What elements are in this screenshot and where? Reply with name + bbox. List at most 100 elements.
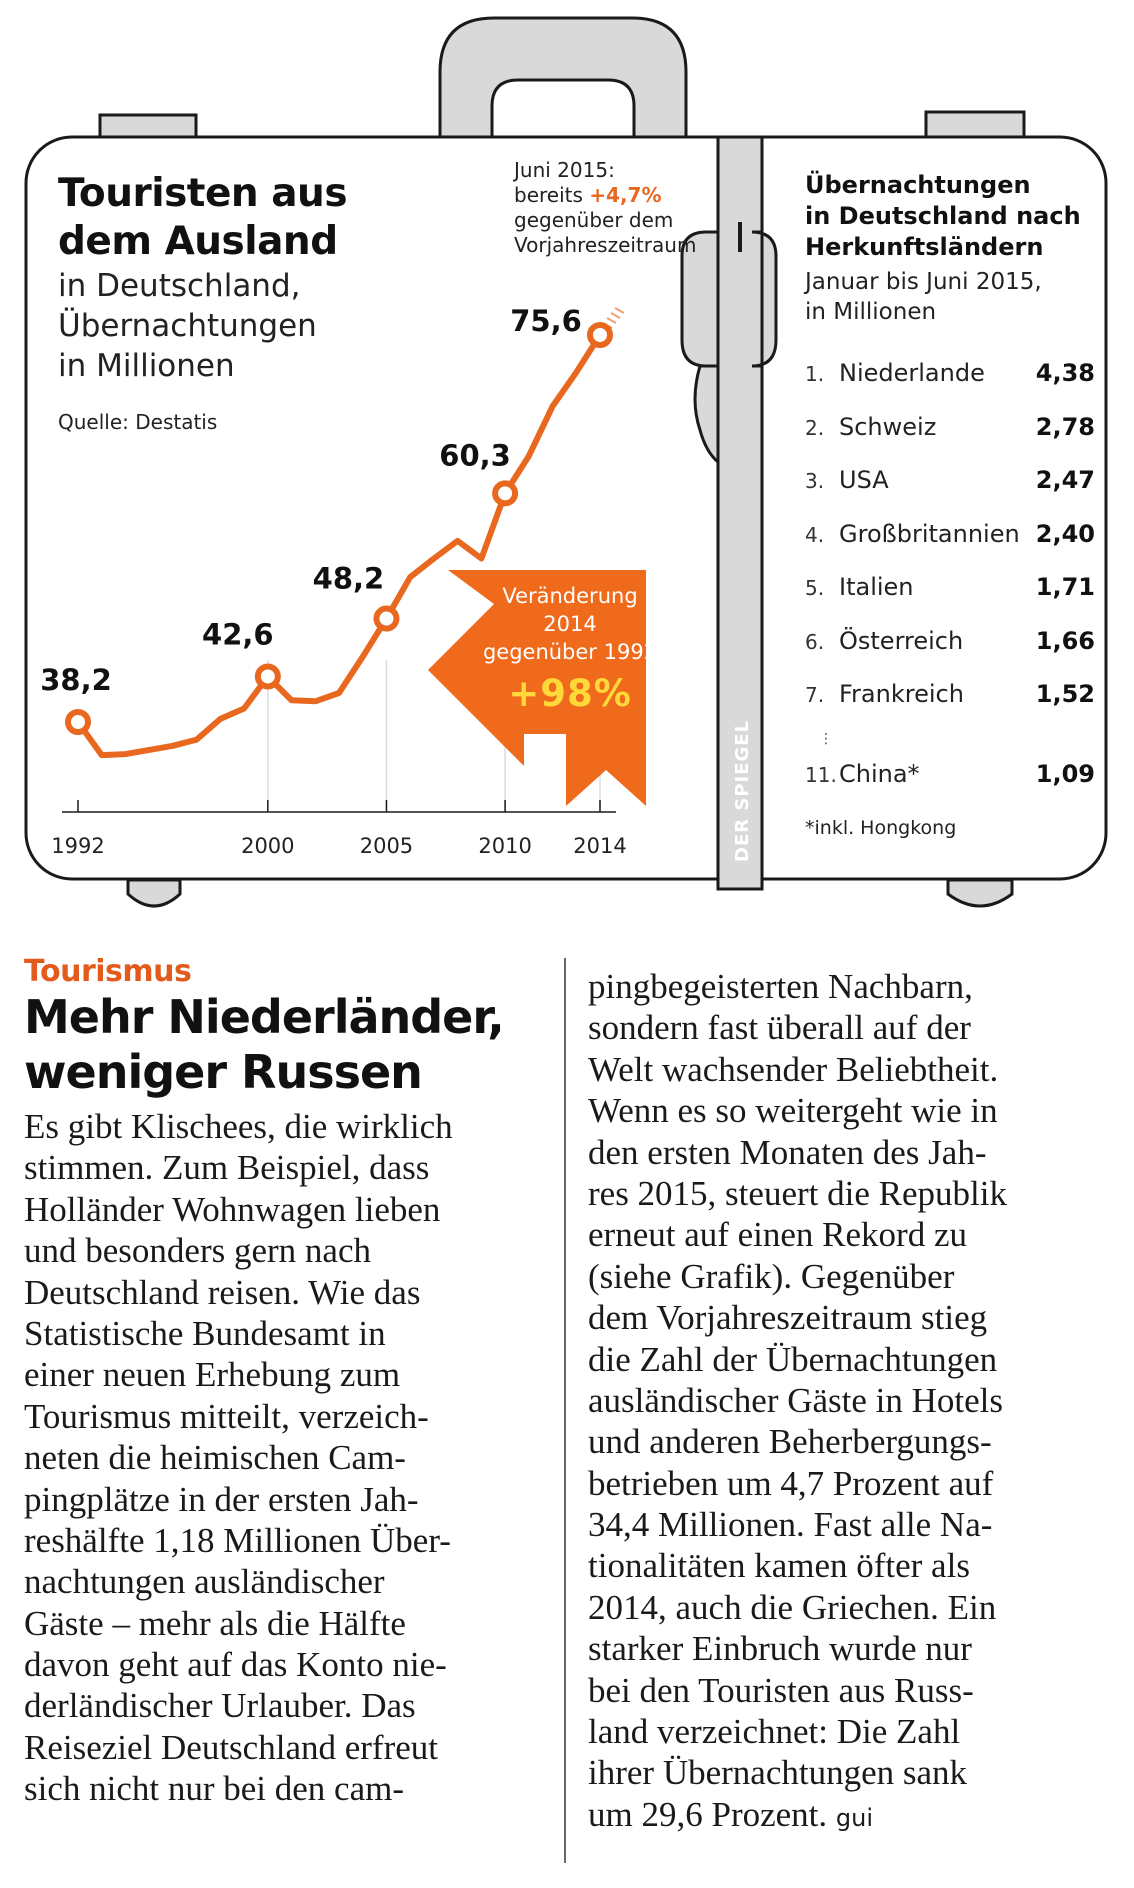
headline-line: weniger Russen <box>24 1045 423 1099</box>
data-point-marker <box>373 605 400 632</box>
article-headline: Mehr Niederländer, weniger Russen <box>24 990 564 1100</box>
article-text-line: 2014, auch die Griechen. Ein <box>588 1587 997 1627</box>
change-badge: Veränderung 2014 gegenüber 1992 +98% <box>470 582 670 718</box>
article-text-line: pingplätze in der ersten Jah- <box>24 1479 419 1519</box>
rank-value: 2,78 <box>1035 412 1095 441</box>
article-text-line: einer neuen Erhebung zum <box>24 1355 401 1395</box>
annotation-line: gegenüber dem <box>514 208 674 232</box>
article-text-line: Tourismus mitteilt, verzeich- <box>24 1396 429 1436</box>
ranking-row: 5. Italien 1,71 <box>805 573 1095 627</box>
chart-subtitle-line: in Deutschland, <box>58 268 301 304</box>
ranking-subtitle-line: in Millionen <box>805 299 937 325</box>
ranking-title-line: in Deutschland nach <box>805 202 1081 230</box>
rank-country: Frankreich <box>839 680 964 708</box>
article-text-line: neten die heimischen Cam- <box>24 1438 406 1478</box>
left-foot <box>126 878 182 908</box>
annotation-highlight: +4,7% <box>589 183 662 207</box>
data-point-marker <box>65 709 91 735</box>
badge-line: 2014 <box>543 612 597 636</box>
x-axis-ticks: 1992 2000 2005 2010 2014 <box>51 800 627 858</box>
ranking-subtitle-line: Januar bis Juni 2015, <box>805 269 1042 295</box>
article-text-line: (siehe Grafik). Gegenüber <box>588 1256 955 1296</box>
data-point-marker <box>587 322 613 348</box>
article-text-line: und anderen Beherbergungs- <box>588 1422 992 1462</box>
badge-line: Veränderung <box>502 584 638 608</box>
data-label: 60,3 <box>439 438 511 472</box>
article-text-line: dem Vorjahreszeitraum stieg <box>588 1298 988 1338</box>
article-text-line: um 29,6 Prozent. gui <box>588 1794 1118 1835</box>
article-text-line: res 2015, steuert die Republik <box>588 1173 1007 1213</box>
suitcase-handle <box>438 16 688 140</box>
rank-value: 4,38 <box>1035 359 1095 387</box>
rank-value: 1,71 <box>1035 573 1095 601</box>
article-last-text: um 29,6 Prozent. <box>588 1794 836 1834</box>
change-badge-arrow <box>428 570 646 806</box>
rank-value: 1,66 <box>1035 626 1095 655</box>
series-line <box>75 332 603 759</box>
article-text-line: bei den Touristen aus Russ- <box>588 1670 974 1710</box>
suitcase-body <box>24 135 1108 881</box>
rank-value: 1,09 <box>1035 759 1095 788</box>
article-text-line: ausländischer Gäste in Hotels <box>588 1380 1004 1420</box>
article-text-line: und besonders gern nach <box>24 1231 371 1271</box>
article-text-line: derländischer Urlauber. Das <box>24 1686 416 1726</box>
ranking-row: 2. Schweiz 2,78 <box>805 413 1095 467</box>
rank-country: Österreich <box>839 626 964 655</box>
strap-buckle-right <box>751 230 778 368</box>
article-text-line: betrieben um 4,7 Prozent auf <box>588 1463 994 1503</box>
ranking-row: 6. Österreich 1,66 <box>805 627 1095 681</box>
rank-country: China* <box>839 759 920 788</box>
article-text-line: 34,4 Millionen. Fast alle Na- <box>588 1505 993 1545</box>
chart-title-block: Touristen aus dem Ausland in Deutschland… <box>58 170 438 434</box>
article-column-right: pingbegeisterten Nachbarn, sondern fast ü… <box>588 966 1118 1835</box>
article-text-line: reshälfte 1,18 Millionen Über- <box>24 1520 451 1560</box>
rank-country: Niederlande <box>839 359 985 387</box>
projection-tick <box>614 307 625 314</box>
ranking-title: Übernachtungen in Deutschland nach Herku… <box>805 170 1095 263</box>
chart-subtitle-line: Übernachtungen <box>58 308 317 344</box>
article-column-left: Es gibt Klischees, die wirklich stimmen. … <box>24 1106 554 1810</box>
article-text-line: den ersten Monaten des Jah- <box>588 1132 987 1172</box>
article-text-line: erneut auf einen Rekord zu <box>588 1215 968 1255</box>
strap-tail <box>693 364 720 466</box>
article-text-line: die Zahl der Übernachtungen <box>588 1339 998 1379</box>
ranking-panel: Übernachtungen in Deutschland nach Herku… <box>805 170 1095 839</box>
rank-number: 2. <box>805 415 825 440</box>
rank-number: 6. <box>805 629 825 654</box>
rank-number: 7. <box>805 683 825 707</box>
headline-line: Mehr Niederländer, <box>24 990 505 1044</box>
right-latch <box>924 110 1026 140</box>
article-text-line: Gäste – mehr als die Hälfte <box>24 1603 406 1643</box>
data-label: 48,2 <box>313 562 385 596</box>
ranking-ellipsis: ⋮ <box>819 729 833 746</box>
article-text-line: pingbegeisterten Nachbarn, <box>588 967 973 1006</box>
article-text-line: Deutschland reisen. Wie das <box>24 1272 421 1312</box>
data-point-marker <box>492 480 519 507</box>
rank-number: 4. <box>805 522 825 547</box>
ranking-row: 7. Frankreich 1,52 <box>805 680 1095 734</box>
ranking-row: 1. Niederlande 4,38 <box>805 359 1095 413</box>
data-point-marker <box>254 663 281 690</box>
chart-subtitle: in Deutschland, Übernachtungen in Millio… <box>58 266 438 386</box>
right-foot <box>946 878 1014 908</box>
ranking-subtitle: Januar bis Juni 2015, in Millionen <box>805 267 1095 327</box>
left-latch <box>98 113 198 141</box>
article-text-line: Es gibt Klischees, die wirklich <box>24 1107 453 1146</box>
point-labels: 38,2 42,6 48,2 60,3 75,6 <box>40 304 582 697</box>
x-tick-label: 2014 <box>573 834 626 858</box>
chart-source: Quelle: Destatis <box>58 410 218 434</box>
article-text-line: Holländer Wohnwagen lieben <box>24 1189 441 1229</box>
data-label: 75,6 <box>510 304 582 338</box>
badge-value: +98% <box>508 672 632 715</box>
rank-value: 2,47 <box>1035 466 1095 494</box>
chart-annotation: Juni 2015: bereits +4,7% gegenüber dem V… <box>514 158 714 258</box>
suitcase-strap <box>716 135 764 891</box>
chart-subtitle-line: in Millionen <box>58 348 235 384</box>
rank-value: 1,52 <box>1035 680 1095 708</box>
rank-number: 11. <box>805 762 837 787</box>
chart-title: Touristen aus dem Ausland <box>58 171 348 264</box>
ranking-title-line: Übernachtungen <box>805 171 1031 199</box>
article-text-line: ihrer Übernachtungen sank <box>588 1753 968 1793</box>
ranking-footnote: *inkl. Hongkong <box>805 817 957 839</box>
x-tick-label: 2005 <box>360 834 413 858</box>
